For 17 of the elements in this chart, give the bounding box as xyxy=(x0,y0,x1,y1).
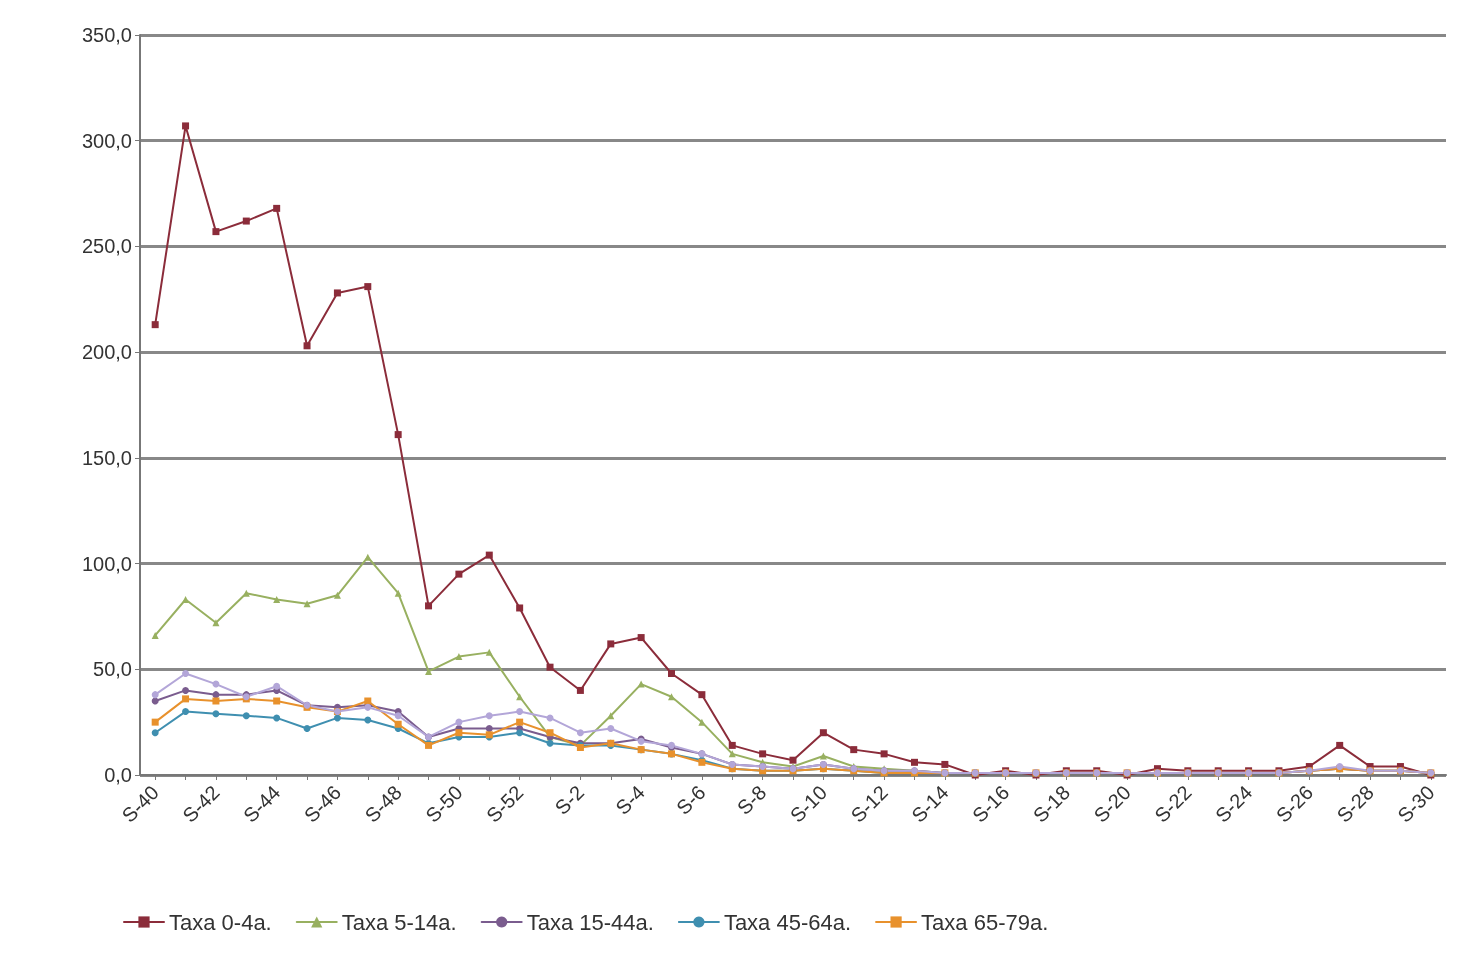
legend-label: Taxa 15-44a. xyxy=(526,909,654,935)
legend-label: Taxa 45-64a. xyxy=(723,909,852,935)
x-tick-label: S-8 xyxy=(732,781,771,819)
legend-label: Taxa 65-79a. xyxy=(921,909,1049,935)
y-tick-label: 150,0 xyxy=(81,446,132,469)
y-tick-label: 100,0 xyxy=(81,552,132,575)
y-tick-label: 300,0 xyxy=(81,129,132,152)
x-tick-label: S-6 xyxy=(672,781,710,819)
legend-label: Taxa 5-14a. xyxy=(341,909,457,935)
legend-label: Taxa 0-4a. xyxy=(169,909,272,935)
x-tick-label: S-4 xyxy=(611,781,649,819)
y-tick-label: 250,0 xyxy=(81,235,132,258)
x-tick-label: S-2 xyxy=(550,781,589,819)
y-tick-label: 350,0 xyxy=(81,24,132,46)
y-tick-label: 0,0 xyxy=(104,764,132,786)
y-tick-label: 200,0 xyxy=(81,341,132,364)
y-tick-label: 50,0 xyxy=(93,658,132,681)
